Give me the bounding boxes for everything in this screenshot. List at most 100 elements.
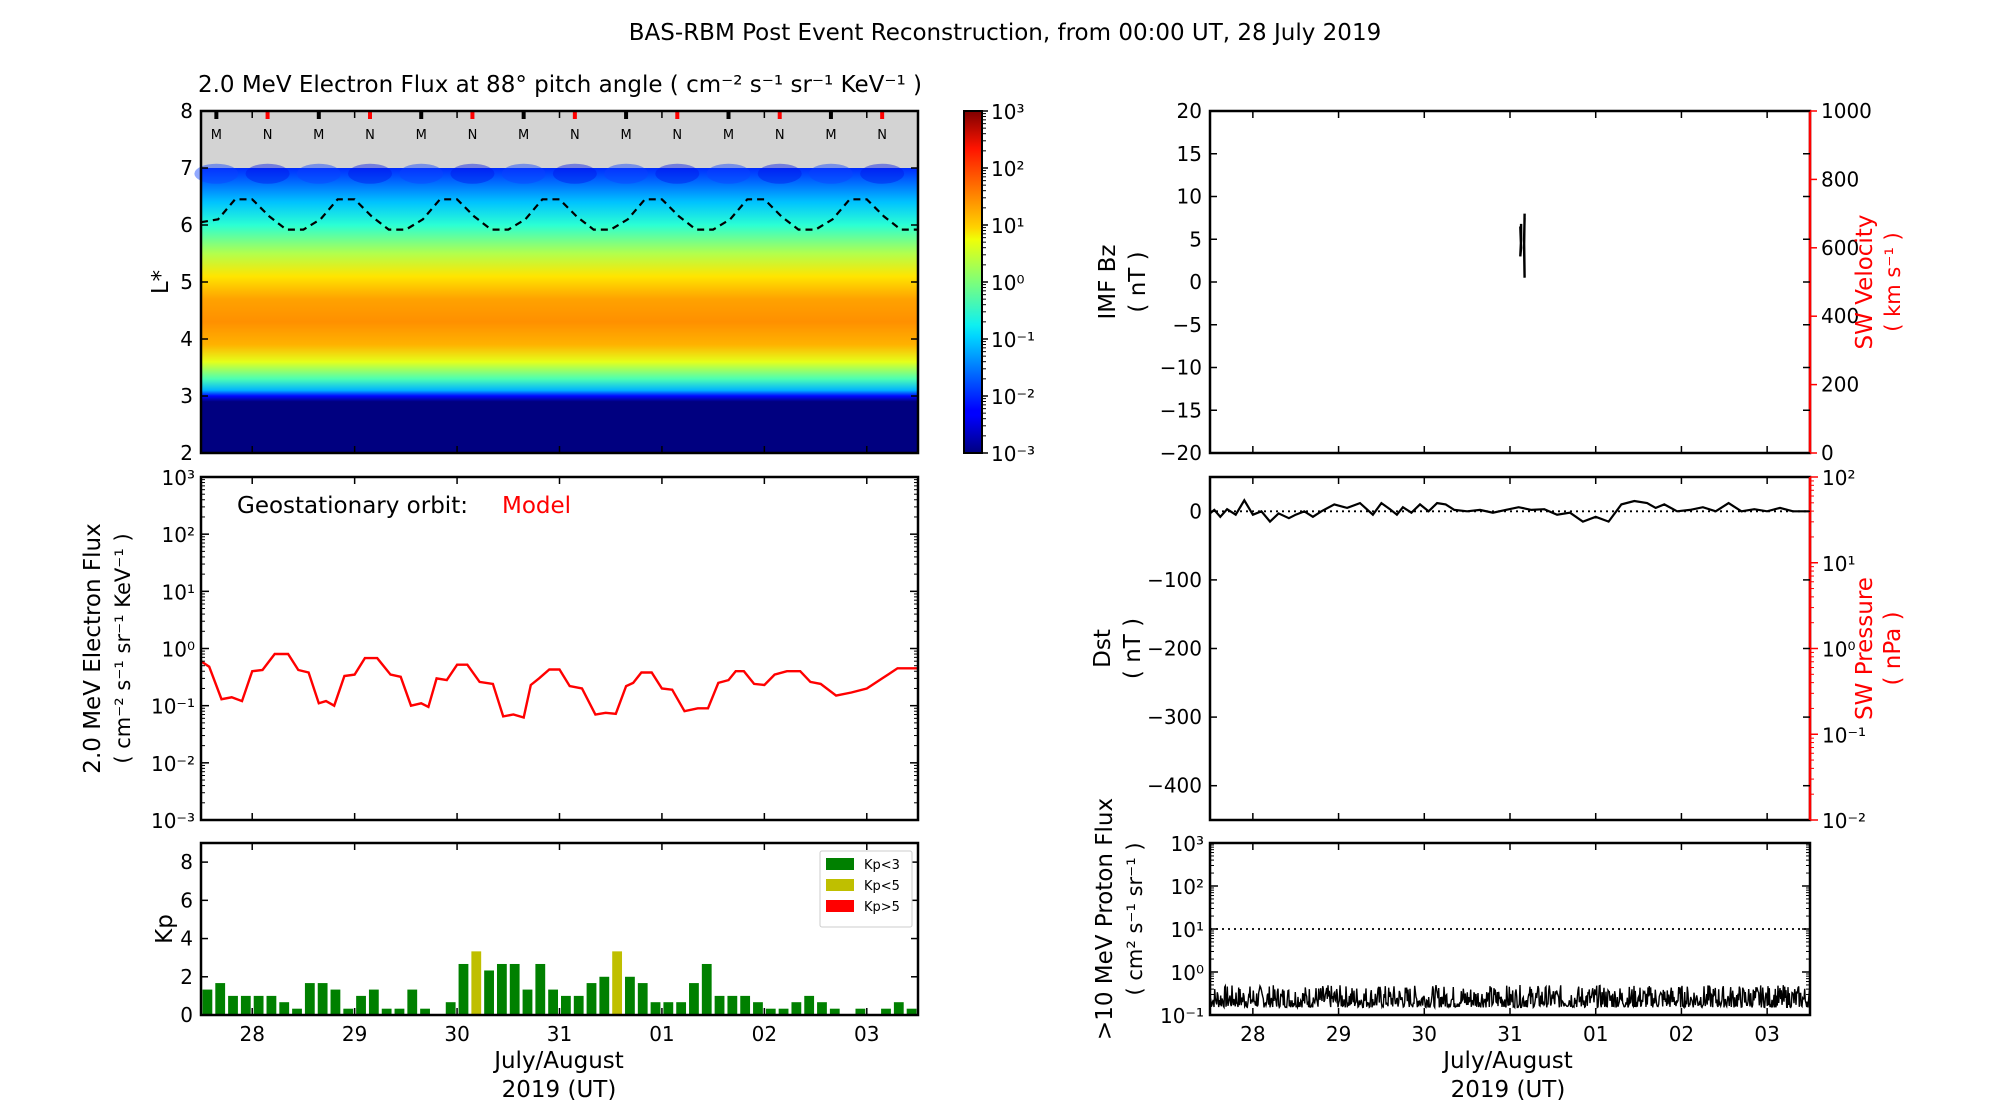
kp-bar: [215, 983, 226, 1015]
x-tick-label: 31: [1497, 1022, 1522, 1046]
proton-y-ticks: 10⁻¹ 10⁰ 10¹ 10² 10³: [1160, 832, 1810, 1028]
left-x-label-line2: 2019 (UT): [502, 1077, 617, 1100]
colorbar-tick-label: 10²: [991, 157, 1024, 181]
kp-bar: [689, 983, 699, 1015]
y-tick-label: 10³: [162, 466, 195, 490]
heatmap-streak: [757, 163, 802, 184]
y-tick-label: 10²: [1171, 875, 1204, 899]
kp-bar: [586, 983, 597, 1015]
y-tick-label: 800: [1821, 167, 1859, 191]
geo-flux-line: [200, 652, 918, 720]
y-tick-label: 400: [1821, 304, 1859, 328]
dst-frame: [1208, 475, 1812, 822]
local-time-label: N: [877, 128, 887, 143]
y-tick-label: 20: [1177, 99, 1202, 123]
heatmap-title: 2.0 MeV Electron Flux at 88° pitch angle…: [198, 72, 922, 98]
y-tick-label: 5: [180, 270, 193, 294]
kp-bar: [407, 989, 418, 1015]
kp-bar: [561, 995, 571, 1015]
legend-swatch: [826, 879, 854, 891]
kp-bar: [381, 1008, 392, 1015]
y-tick-label: 4: [180, 927, 193, 951]
kp-bar: [663, 1002, 674, 1015]
right-x-label-line2: 2019 (UT): [1451, 1077, 1566, 1100]
y-tick-label: 10: [1177, 185, 1202, 209]
y-tick-label: 4: [180, 327, 193, 351]
colorbar-tick-label: 10⁻³: [991, 442, 1035, 466]
kp-bar: [420, 1008, 430, 1015]
kp-bar: [317, 983, 328, 1015]
x-tick-label: 30: [444, 1022, 469, 1046]
kp-bar: [791, 1002, 802, 1015]
dst-x-ticks: [1252, 477, 1768, 820]
kp-bar: [458, 963, 469, 1015]
kp-bar: [637, 983, 648, 1015]
y-tick-label: 10⁻²: [1822, 809, 1866, 833]
y-tick-label: 6: [180, 213, 193, 237]
heatmap-streak: [501, 163, 546, 184]
kp-bar: [253, 995, 264, 1015]
dst-y-label-line2: ( nT ): [1120, 618, 1146, 679]
kp-bar: [893, 1002, 904, 1015]
y-tick-label: −300: [1147, 705, 1202, 729]
x-tick-label: 03: [854, 1022, 879, 1046]
y-tick-label: 7: [180, 156, 193, 180]
y-tick-label: 0: [1189, 270, 1202, 294]
kp-bar: [292, 1008, 302, 1015]
sw-velocity-ticks: 0 200 400 600 800 1000: [1810, 99, 1872, 465]
kp-bar: [304, 983, 315, 1015]
heatmap-streak: [296, 163, 341, 184]
y-tick-label: 10⁻¹: [1822, 723, 1866, 747]
bz-x-ticks: [1252, 111, 1768, 453]
x-tick-label: 29: [342, 1022, 367, 1046]
kp-bar: [496, 963, 507, 1015]
kp-bar: [612, 951, 623, 1015]
kp-bar: [804, 995, 815, 1015]
y-tick-label: 10⁻²: [151, 752, 195, 776]
local-time-label: M: [518, 128, 529, 143]
colorbar-tick-label: 10⁻²: [991, 385, 1035, 409]
colorbar-tick-label: 10⁰: [991, 271, 1024, 295]
y-tick-label: 0: [180, 1003, 193, 1027]
y-tick-label: 10⁻³: [151, 809, 195, 833]
y-tick-label: 6: [180, 888, 193, 912]
y-tick-label: 0: [1821, 441, 1834, 465]
bz-line: [1522, 213, 1526, 278]
heatmap-streak: [860, 163, 905, 184]
kp-bar: [522, 989, 533, 1015]
kp-bar: [740, 995, 751, 1015]
y-tick-label: 10⁰: [162, 638, 195, 662]
bz-frame: [1208, 109, 1812, 455]
kp-bar: [701, 963, 712, 1015]
kp-x-ticks: 28 29 30 31 01 02 03: [239, 843, 880, 1046]
y-tick-label: −20: [1160, 441, 1202, 465]
kp-bar: [484, 970, 494, 1015]
left-x-label-line1: July/August: [492, 1048, 624, 1074]
x-tick-label: 01: [1583, 1022, 1608, 1046]
geo-y-label-line2: ( cm⁻² s⁻¹ sr⁻¹ KeV⁻¹ ): [111, 533, 135, 763]
local-time-label: N: [570, 128, 580, 143]
local-time-label: M: [416, 128, 427, 143]
colorbar-tick-label: 10⁻¹: [991, 328, 1035, 352]
y-tick-label: −15: [1160, 398, 1202, 422]
y-tick-label: 10³: [1171, 832, 1204, 856]
proton-y-label-line1: >10 MeV Proton Flux: [1092, 798, 1118, 1040]
heatmap-streak: [604, 163, 649, 184]
x-tick-label: 28: [1240, 1022, 1265, 1046]
y-tick-label: −200: [1147, 637, 1202, 661]
y-tick-label: 10²: [1822, 466, 1855, 490]
legend-swatch: [826, 858, 854, 870]
colorbar-ticks: 10⁻³ 10⁻² 10⁻¹ 10⁰ 10¹ 10² 10³: [982, 100, 1035, 466]
heatmap-streak: [245, 163, 290, 184]
heatmap-streak: [808, 163, 853, 184]
kp-legend: Kp<3 Kp<5 Kp>5: [819, 850, 913, 928]
heatmap-y-ticks: 2 3 4 5 6 7 8: [180, 99, 918, 465]
sw-pressure-label-line2: ( nPa ): [1880, 611, 1906, 685]
x-tick-label: 28: [239, 1022, 264, 1046]
geo-frame: [199, 475, 920, 822]
colorbar: 10⁻³ 10⁻² 10⁻¹ 10⁰ 10¹ 10² 10³: [963, 100, 1035, 466]
heatmap-x-ticks: [251, 111, 868, 453]
heatmap-streak: [655, 163, 700, 184]
sw-velocity-label-line2: ( km s⁻¹ ): [1881, 232, 1905, 331]
